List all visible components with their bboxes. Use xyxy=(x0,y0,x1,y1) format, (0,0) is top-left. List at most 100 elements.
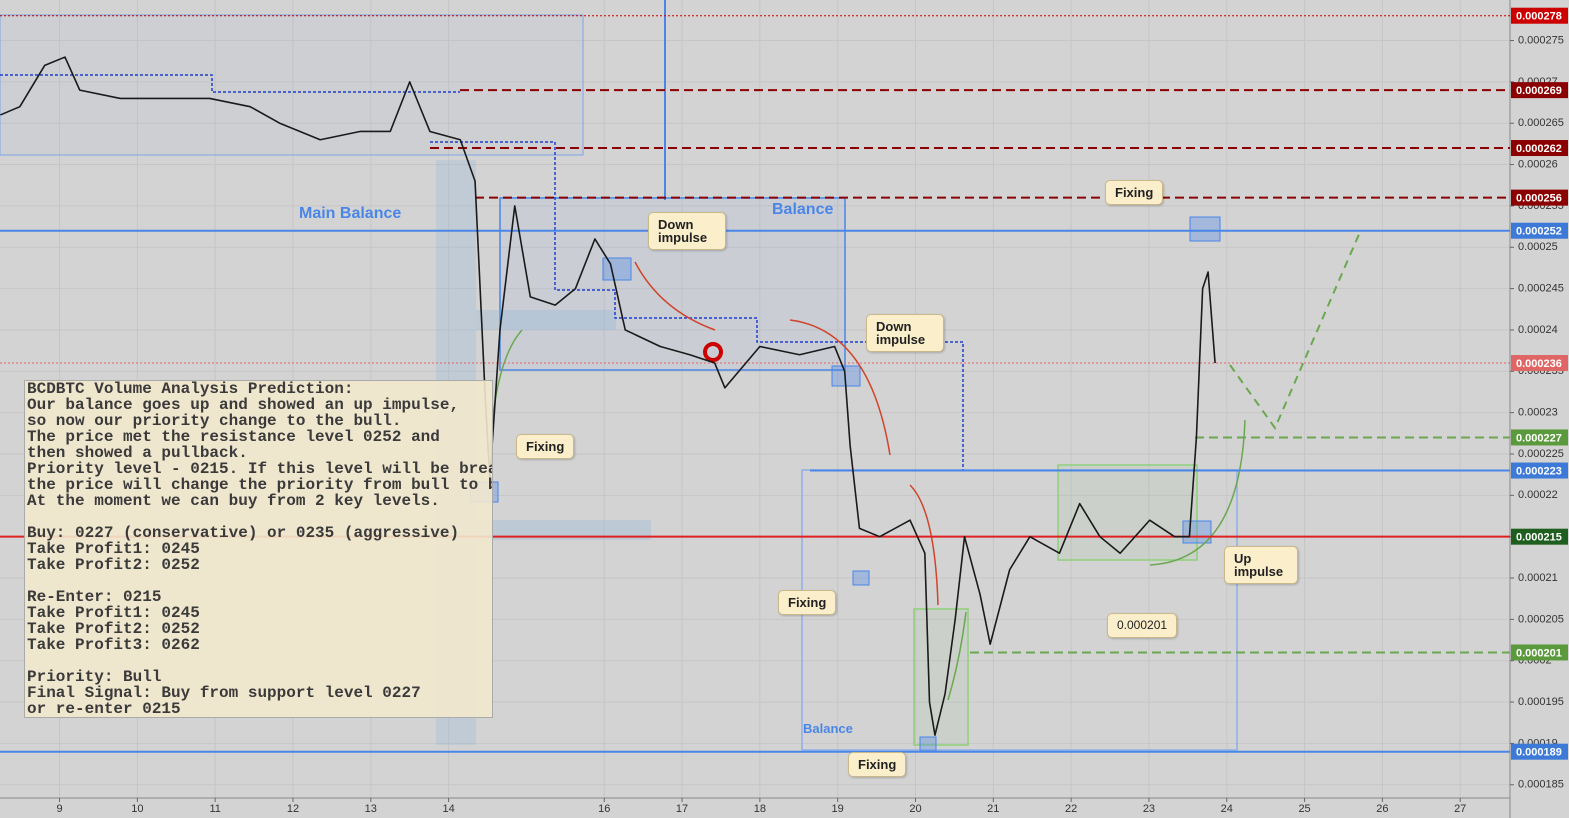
paragraph: Re-Enter: 0215 Take Profit1: 0245 Take Pro… xyxy=(27,589,490,653)
y-tick-label: 0.000225 xyxy=(1518,448,1564,460)
text-line: Final Signal: Buy from support level 022… xyxy=(27,684,421,702)
price-badge xyxy=(1511,462,1568,479)
text-line: Take Profit2: 0252 xyxy=(27,620,200,638)
arrow xyxy=(947,611,967,701)
text-line: so now our priority change to the bull. xyxy=(27,412,402,430)
x-tick-label: 19 xyxy=(832,803,844,815)
x-tick-label: 20 xyxy=(909,803,921,815)
text-line: Priority level - 0215. If this level wil… xyxy=(27,460,492,478)
x-tick-label: 11 xyxy=(209,803,220,815)
text-line: the price will change the priority from … xyxy=(27,476,493,494)
x-tick-label: 14 xyxy=(442,803,454,815)
arrow xyxy=(789,319,891,456)
price-badge xyxy=(1511,743,1568,760)
price-badge xyxy=(1511,7,1568,24)
y-tick-label: 0.000245 xyxy=(1518,283,1564,295)
zone-label: Balance xyxy=(803,721,853,736)
fixing-mark xyxy=(1182,520,1212,544)
y-tick-label: 0.000205 xyxy=(1518,613,1564,625)
zone-label: Main Balance xyxy=(299,205,402,222)
y-tick-label: 0.00026 xyxy=(1518,158,1558,170)
price-badge xyxy=(1511,140,1568,157)
price-badge xyxy=(1511,644,1568,661)
text-line: Our balance goes up and showed an up imp… xyxy=(27,396,460,414)
price-badge-label: 0.000256 xyxy=(1516,193,1562,205)
x-tick-label: 10 xyxy=(131,803,143,815)
price-badge-label: 0.000236 xyxy=(1516,358,1562,370)
y-tick-label: 0.00025 xyxy=(1518,241,1558,253)
fixing-mark xyxy=(1189,216,1221,242)
price-badge xyxy=(1511,355,1568,372)
arrow xyxy=(909,484,939,606)
volume-profile xyxy=(476,520,651,540)
price-badge-label: 0.000215 xyxy=(1516,532,1562,544)
text-line: Take Profit2: 0252 xyxy=(27,556,200,574)
price-line xyxy=(0,56,1216,736)
balance-zone xyxy=(0,14,584,156)
text-line: Priority: Bull xyxy=(27,668,162,686)
text-line: Re-Enter: 0215 xyxy=(27,588,162,606)
price-badge xyxy=(1511,222,1568,239)
text-line: Take Profit3: 0262 xyxy=(27,636,200,654)
y-tick-label: 0.00024 xyxy=(1518,324,1558,336)
arrow xyxy=(634,261,716,331)
y-tick-label: 0.000265 xyxy=(1518,117,1564,129)
x-tick-label: 22 xyxy=(1065,803,1077,815)
y-tick-label: 0.000275 xyxy=(1518,34,1564,46)
paragraph: Buy: 0227 (conservative) or 0235 (aggres… xyxy=(27,525,490,573)
callout: Down impulse xyxy=(648,212,726,250)
profile-outline xyxy=(430,141,964,470)
callout: Up impulse xyxy=(1224,546,1298,584)
text-line: Take Profit1: 0245 xyxy=(27,540,200,558)
y-tick-label: 0.00022 xyxy=(1518,489,1558,501)
y-tick-label: 0.00023 xyxy=(1518,407,1558,419)
price-badge xyxy=(1511,429,1568,446)
callout: 0.000201 xyxy=(1107,613,1178,638)
x-tick-label: 18 xyxy=(754,803,766,815)
price-badge-label: 0.000227 xyxy=(1516,432,1562,444)
highlight xyxy=(703,342,723,362)
text-line: then showed a pullback. xyxy=(27,444,248,462)
price-badge xyxy=(1511,528,1568,545)
fixing-zone xyxy=(913,608,969,746)
text-box: BCDBTC Volume Analysis Prediction: Our ba… xyxy=(24,380,493,718)
price-badge-label: 0.000201 xyxy=(1516,647,1562,659)
x-tick-label: 16 xyxy=(598,803,610,815)
x-tick-label: 21 xyxy=(987,803,999,815)
x-tick-label: 9 xyxy=(56,803,62,815)
price-badge-label: 0.000262 xyxy=(1516,143,1562,155)
projection xyxy=(1229,231,1361,431)
profile-outline xyxy=(0,74,460,93)
drawings xyxy=(0,0,1361,752)
callout: Fixing xyxy=(848,752,907,777)
price-badge-label: 0.000278 xyxy=(1516,11,1562,23)
x-tick-label: 27 xyxy=(1454,803,1466,815)
paragraph: BCDBTC Volume Analysis Prediction: Our ba… xyxy=(27,380,493,509)
price-badge-label: 0.000252 xyxy=(1516,226,1562,238)
fixing-mark xyxy=(919,736,937,752)
callout: Fixing xyxy=(778,590,837,615)
x-tick-label: 13 xyxy=(365,803,377,815)
zone-label: Balance xyxy=(772,201,834,218)
y-tick-label: 0.000185 xyxy=(1518,779,1564,791)
arrow xyxy=(1149,419,1246,566)
x-tick-label: 17 xyxy=(676,803,688,815)
x-tick-label: 24 xyxy=(1221,803,1233,815)
text-line: BCDBTC Volume Analysis Prediction: xyxy=(27,380,354,398)
price-badge-label: 0.000269 xyxy=(1516,85,1562,97)
text-line: The price met the resistance level 0252 … xyxy=(27,428,440,446)
x-tick-label: 26 xyxy=(1376,803,1388,815)
x-tick-label: 12 xyxy=(287,803,299,815)
fixing-mark xyxy=(602,257,632,281)
y-tick-label: 0.000195 xyxy=(1518,696,1564,708)
callout: Fixing xyxy=(1105,180,1164,205)
price-badge-label: 0.000223 xyxy=(1516,465,1562,477)
text-line: Take Profit1: 0245 xyxy=(27,604,200,622)
price-badge xyxy=(1511,82,1568,99)
volume-profile xyxy=(476,310,616,330)
x-tick-label: 25 xyxy=(1298,803,1310,815)
x-tick-label: 23 xyxy=(1143,803,1155,815)
y-tick-label: 0.00021 xyxy=(1518,572,1558,584)
